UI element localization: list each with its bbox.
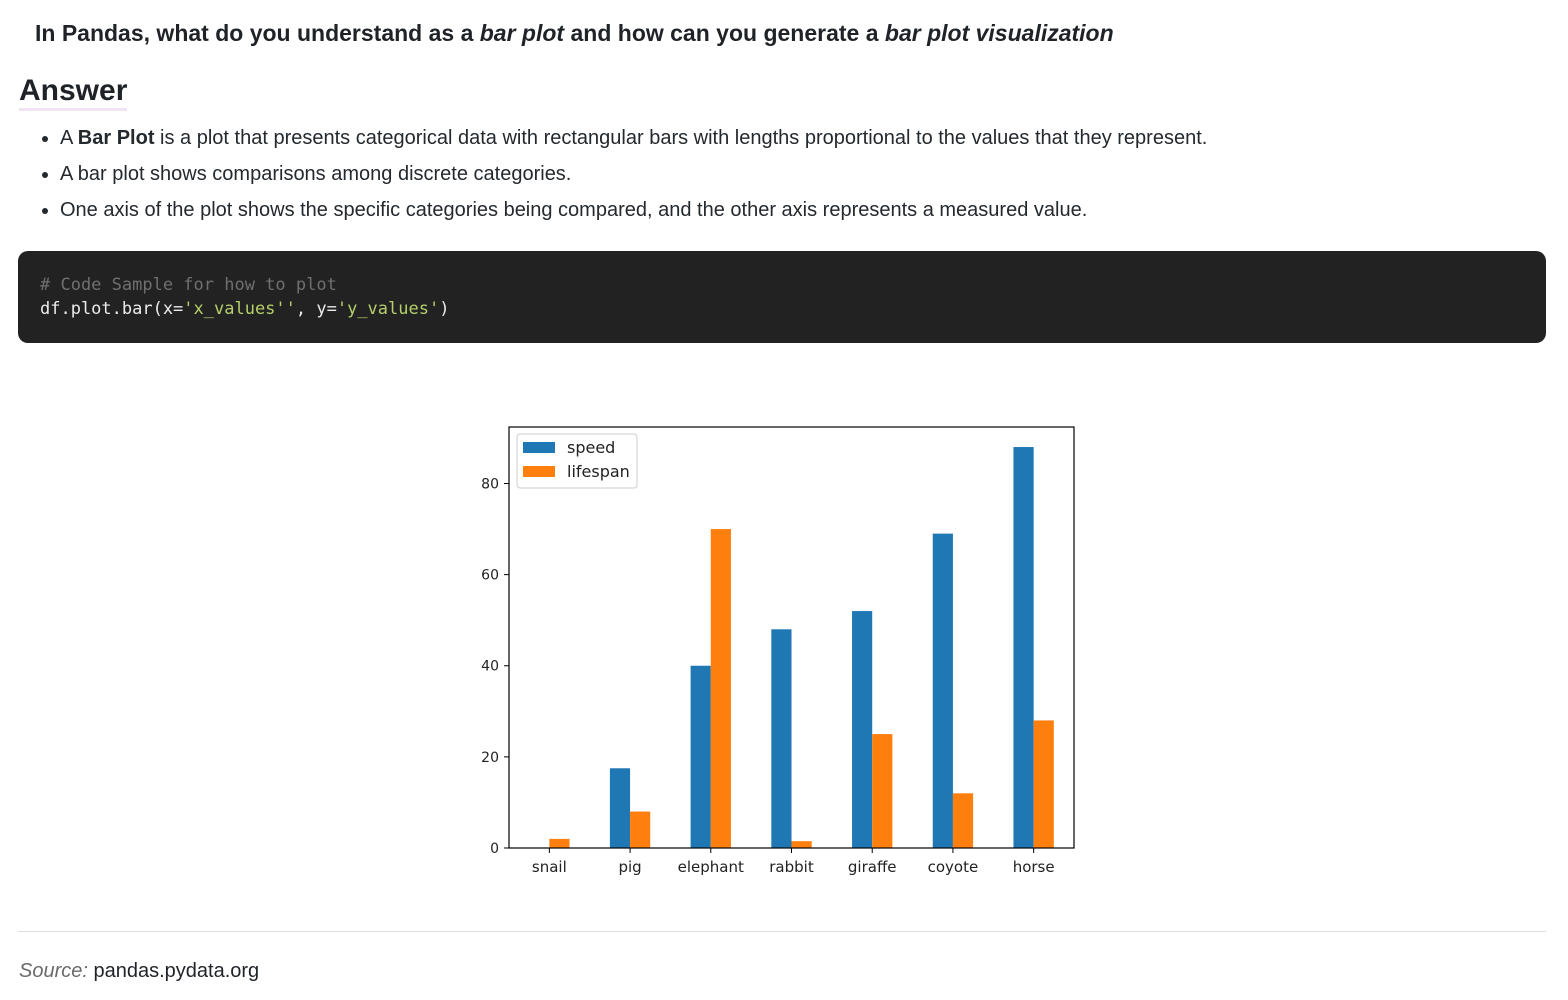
question-emphasis-2: bar plot visualization (884, 20, 1114, 46)
bullet-text: is a plot that presents categorical data… (154, 127, 1208, 149)
bar-speed-giraffe (852, 611, 873, 848)
y-tick-label: 20 (481, 750, 499, 766)
bar-speed-elephant (690, 665, 711, 848)
bullet-bold-term: Bar Plot (77, 127, 155, 149)
code-token: , y= (295, 299, 337, 319)
code-comment: # Code Sample for how to plot (40, 275, 337, 295)
legend-label: speed (567, 438, 615, 457)
legend-swatch (523, 442, 555, 453)
code-token: ) (439, 299, 450, 319)
bar-chart-svg: 0 20 40 60 80 snail pig elephant rabbit giraffe co… (481, 426, 1075, 876)
legend-label: lifespan (567, 462, 630, 481)
code-string: 'y_values' (336, 299, 440, 319)
source-link[interactable]: pandas.pydata.org (93, 960, 260, 982)
bar-speed-rabbit (771, 629, 792, 848)
bar-chart: 0 20 40 60 80 snail pig elephant rabbit giraffe co… (460, 415, 1100, 885)
source-line: Source: pandas.pydata.org (19, 960, 259, 983)
bullet-item: A Bar Plot is a plot that presents categ… (60, 126, 1207, 150)
bar-speed-pig (609, 768, 631, 848)
x-tick-label: elephant (678, 858, 744, 876)
y-tick-label: 60 (481, 568, 499, 584)
bullet-text: A bar plot shows comparisons among discr… (60, 163, 572, 185)
bullet-text: One axis of the plot shows the specific … (60, 199, 1088, 221)
question-title: In Pandas, what do you understand as a b… (35, 20, 1114, 47)
bar-speed-horse (1013, 447, 1034, 848)
answer-heading: Answer (19, 74, 128, 111)
code-block: # Code Sample for how to plot df.plot.ba… (18, 251, 1546, 343)
bullet-item: One axis of the plot shows the specific … (60, 198, 1207, 222)
x-tick-label: pig (618, 858, 641, 876)
question-part-2: and how can you generate a (564, 20, 885, 46)
question-emphasis-1: bar plot (479, 20, 565, 46)
y-tick-label: 40 (481, 659, 499, 675)
divider (18, 931, 1546, 932)
x-tick-label: coyote (928, 858, 979, 876)
code-line: df.plot.bar(x='x_values'', y='y_values') (40, 297, 1524, 321)
bar-lifespan-pig (630, 811, 651, 848)
bar-lifespan-elephant (710, 529, 731, 848)
y-tick-label: 0 (490, 841, 499, 857)
question-part-1: In Pandas, what do you understand as a (35, 20, 480, 46)
legend-swatch (523, 466, 555, 477)
answer-bullet-list: A Bar Plot is a plot that presents categ… (36, 126, 1207, 234)
bar-lifespan-coyote (952, 793, 974, 848)
bar-lifespan-giraffe (872, 734, 893, 848)
bullet-item: A bar plot shows comparisons among discr… (60, 162, 1207, 186)
bar-lifespan-horse (1033, 720, 1054, 848)
x-tick-label: rabbit (769, 858, 814, 876)
code-token: df.plot.bar(x= (40, 299, 184, 319)
y-tick-label: 80 (481, 476, 499, 492)
x-tick-label: giraffe (848, 858, 897, 876)
x-tick-label: snail (532, 858, 567, 876)
source-label: Source: (19, 960, 88, 982)
bullet-prefix: A (60, 127, 78, 149)
bar-lifespan-rabbit (791, 841, 812, 848)
bar-lifespan-snail (549, 838, 570, 848)
bar-speed-coyote (932, 533, 953, 848)
code-string: 'x_values'' (183, 299, 296, 319)
x-tick-label: horse (1013, 858, 1055, 876)
